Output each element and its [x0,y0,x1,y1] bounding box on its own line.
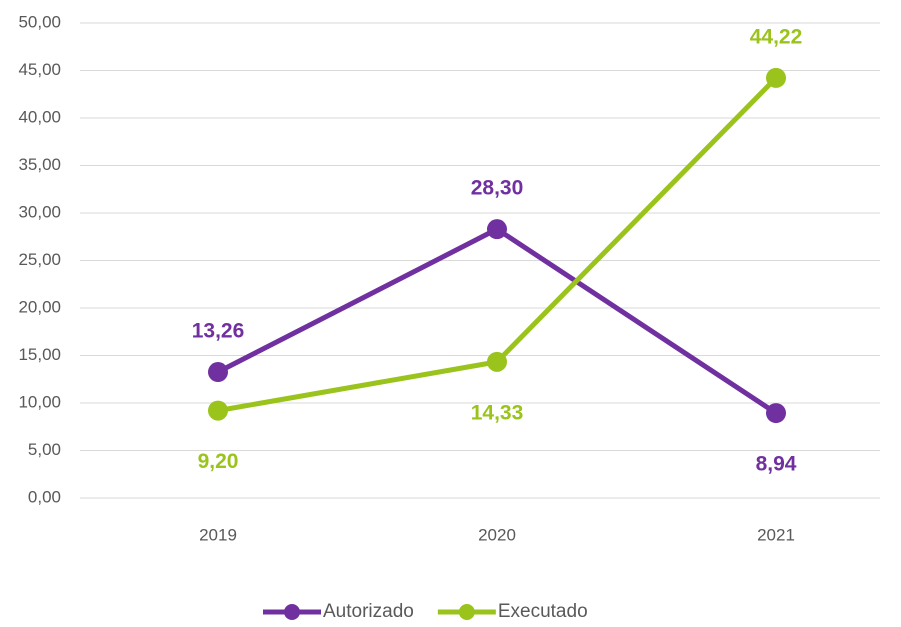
y-tick-label: 5,00 [28,440,61,459]
data-label: 14,33 [471,401,524,424]
y-tick-label: 45,00 [18,60,61,79]
point-marker [487,219,507,240]
legend-marker [458,604,475,620]
point-marker [208,362,228,383]
y-tick-label: 0,00 [28,487,61,506]
y-tick-label: 50,00 [18,12,61,31]
data-label: 44,22 [750,25,803,48]
data-label: 13,26 [192,320,245,343]
x-tick-label: 2021 [757,525,795,544]
legend-label: Autorizado [323,601,414,622]
y-tick-label: 10,00 [18,392,61,411]
legend-label: Executado [498,601,588,622]
y-tick-label: 35,00 [18,155,61,174]
y-tick-label: 40,00 [18,107,61,126]
point-marker [487,351,507,372]
x-tick-label: 2019 [199,525,237,544]
point-marker [208,400,228,421]
point-marker [766,403,786,424]
data-label: 8,94 [756,453,797,476]
x-tick-label: 2020 [478,525,516,544]
point-marker [766,67,786,88]
legend-marker [284,604,300,620]
y-tick-label: 15,00 [18,345,61,364]
data-label: 9,20 [198,450,239,473]
series-line [216,226,778,416]
y-tick-label: 25,00 [18,250,61,269]
y-tick-label: 30,00 [18,202,61,221]
y-tick-label: 20,00 [18,297,61,316]
data-label: 28,30 [471,177,524,200]
